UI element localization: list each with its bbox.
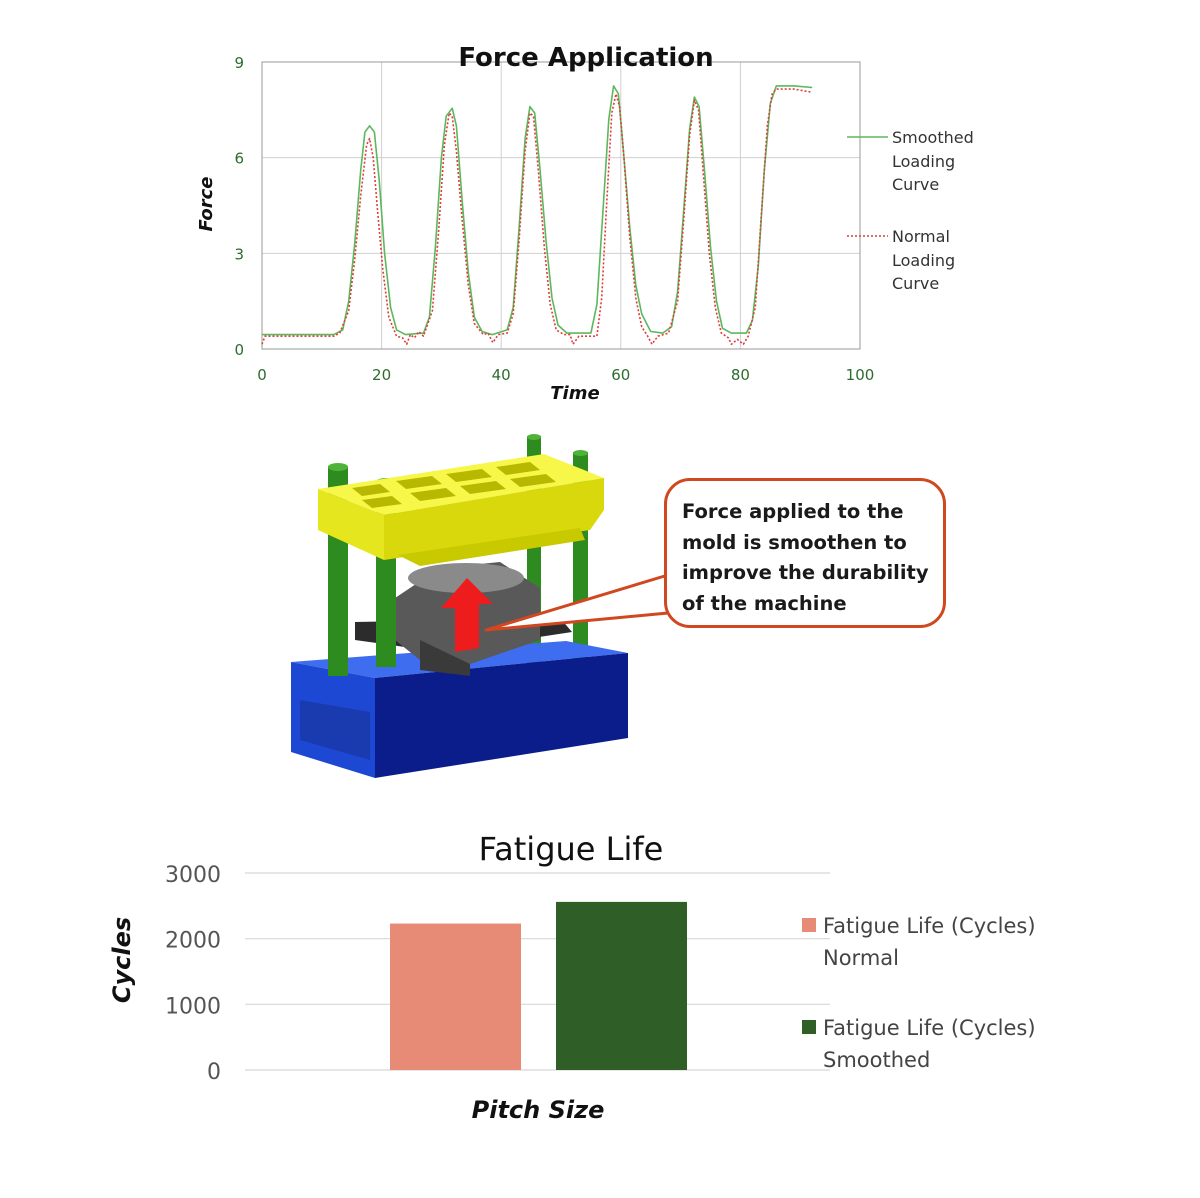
fatigue-chart-y-tick-label: 2000: [165, 929, 221, 954]
force-chart-x-axis-label: Time: [550, 383, 599, 404]
callout-box: Force applied to the mold is smoothen to…: [664, 478, 946, 628]
fatigue-life-chart: 0 1000 2000 3000 Fatigue Life Pitch Size Cy…: [108, 830, 1036, 1124]
callout-line-4: of the machine: [682, 591, 847, 615]
legend-swatch-normal-bar: [802, 918, 816, 932]
force-chart-y-tick-label: 9: [234, 54, 244, 72]
force-application-chart: 0 3 6 9 0 20 40 60 80 100 Force Application Time…: [196, 43, 974, 404]
legend-label-line1: Fatigue Life (Cycles): [823, 914, 1036, 938]
force-chart-x-tick-labels: 0 20 40 60 80 100: [257, 366, 874, 384]
force-chart-series-lines: [261, 85, 813, 346]
bar-fatigue-life-normal: [390, 923, 521, 1070]
legend-label-normal-line1: Normal: [892, 227, 950, 246]
fatigue-chart-title: Fatigue Life: [479, 830, 664, 868]
fatigue-chart-x-axis-label: Pitch Size: [472, 1096, 605, 1124]
fatigue-chart-legend: Fatigue Life (Cycles) Normal Fatigue Life …: [802, 914, 1036, 1072]
legend-label-normal-line2: Loading: [892, 251, 955, 270]
column-back-right-cap: [573, 450, 588, 456]
fatigue-chart-y-tick-labels: 0 1000 2000 3000: [165, 863, 221, 1085]
force-chart-y-tick-label: 0: [234, 341, 244, 359]
force-chart-x-tick-label: 40: [492, 366, 511, 384]
force-chart-title: Force Application: [458, 43, 713, 73]
force-chart-x-tick-label: 0: [257, 366, 267, 384]
base-left-recess: [300, 700, 370, 760]
press-machine-illustration: [291, 434, 628, 778]
fatigue-chart-y-tick-label: 3000: [165, 863, 221, 888]
mold-foot: [420, 640, 470, 676]
fatigue-chart-y-axis-label: Cycles: [108, 917, 136, 1003]
force-chart-y-tick-label: 6: [234, 150, 244, 168]
force-chart-plot-border: [261, 61, 861, 350]
force-chart-y-tick-labels: 0 3 6 9: [234, 54, 244, 359]
force-chart-x-tick-label: 60: [611, 366, 630, 384]
force-chart-x-tick-label: 80: [731, 366, 750, 384]
legend-label-smoothed-line1: Smoothed: [892, 128, 974, 147]
normal-loading-curve-line: [261, 88, 813, 346]
force-chart-legend: Smoothed Loading Curve Normal Loading Cu…: [847, 128, 974, 293]
fatigue-chart-bars: [390, 901, 687, 1070]
legend-label-line2: Smoothed: [823, 1048, 930, 1072]
force-chart-x-tick-label: 20: [372, 366, 391, 384]
callout-line-2: mold is smoothen to: [682, 530, 907, 554]
force-chart-y-tick-label: 3: [234, 245, 244, 263]
base-front-face: [375, 653, 628, 778]
column-back-left-cap: [527, 434, 541, 440]
column-front-left-cap: [328, 463, 348, 471]
force-chart-y-axis-label: Force: [196, 176, 217, 231]
legend-swatch-smoothed-bar: [802, 1020, 816, 1034]
force-chart-x-tick-label: 100: [846, 366, 875, 384]
upper-die-underside: [398, 528, 585, 566]
smoothed-loading-curve-line: [262, 85, 813, 336]
legend-label-smoothed-line2: Loading: [892, 152, 955, 171]
callout-line-3: improve the durability: [682, 561, 929, 584]
legend-label-line2: Normal: [823, 946, 899, 970]
mold-top-face: [408, 563, 524, 593]
callout-line-1: Force applied to the: [682, 500, 904, 523]
legend-label-smoothed-line3: Curve: [892, 175, 939, 194]
force-arrow-icon: [441, 578, 493, 652]
fatigue-chart-y-tick-label: 0: [207, 1060, 221, 1085]
top-plate-side-face: [318, 489, 384, 560]
bar-fatigue-life-smoothed: [556, 901, 687, 1070]
top-plate-pockets: [352, 462, 556, 508]
top-plate-front-face: [384, 478, 604, 560]
legend-label-normal-line3: Curve: [892, 274, 939, 293]
fatigue-chart-gridlines: [245, 872, 830, 1071]
legend-label-line1: Fatigue Life (Cycles): [823, 1016, 1036, 1040]
fatigue-chart-y-tick-label: 1000: [165, 994, 221, 1019]
